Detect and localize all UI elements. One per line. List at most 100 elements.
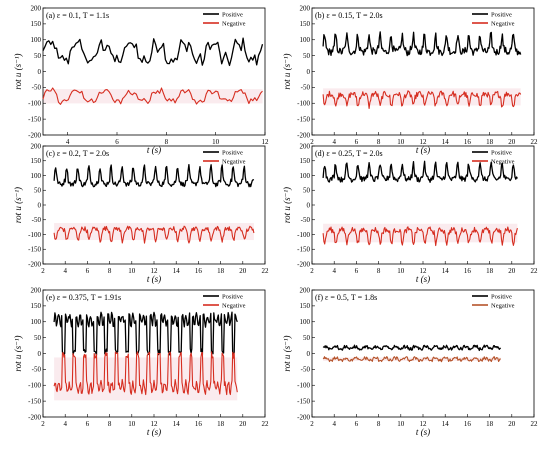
- x-tick-label: 18: [486, 420, 494, 428]
- x-tick-label: 14: [442, 267, 450, 275]
- legend-label: Positive: [491, 149, 512, 156]
- y-tick-label: -50: [32, 366, 42, 374]
- series-line-negative: [53, 225, 255, 244]
- y-tick-label: 200: [300, 4, 311, 12]
- x-tick-label: 6: [86, 267, 90, 275]
- x-tick-label: 10: [397, 138, 405, 146]
- x-axis-label: t (s): [147, 427, 161, 437]
- x-tick-label: 4: [63, 267, 67, 275]
- y-tick-label: -100: [28, 382, 41, 390]
- y-tick-label: 150: [31, 157, 42, 165]
- y-tick-label: -150: [28, 115, 41, 123]
- panel-e: -200 -150 -100 -50 0 50 100 150 200 2 4 6 8 10 12 14 16 1…: [13, 286, 269, 437]
- y-tick-label: 150: [31, 302, 42, 310]
- y-tick-label: 0: [307, 68, 311, 76]
- x-tick-label: 16: [464, 267, 472, 275]
- x-tick-label: 20: [508, 138, 516, 146]
- x-tick-label: 14: [173, 420, 181, 428]
- panel-title: (e) ε = 0.375, T = 1.91s: [46, 293, 121, 302]
- x-tick-label: 6: [115, 138, 119, 146]
- y-tick-label: -50: [301, 84, 311, 92]
- x-tick-label: 4: [63, 420, 67, 428]
- y-axis-label: rot u (s⁻¹): [13, 187, 23, 223]
- legend-label: Positive: [491, 293, 512, 300]
- x-tick-label: 8: [108, 267, 112, 275]
- x-tick-label: 20: [508, 420, 516, 428]
- x-tick-label: 18: [486, 267, 494, 275]
- y-tick-label: 150: [300, 157, 311, 165]
- x-tick-label: 14: [173, 267, 181, 275]
- panel-title: (d) ε = 0.25, T = 2.0s: [315, 149, 383, 158]
- x-tick-label: 16: [464, 420, 472, 428]
- y-tick-label: 150: [300, 302, 311, 310]
- y-tick-label: -200: [297, 131, 310, 139]
- x-tick-label: 6: [86, 420, 90, 428]
- series-line-negative: [42, 87, 263, 105]
- x-tick-label: 16: [195, 267, 203, 275]
- negative-band: [43, 89, 263, 104]
- y-tick-label: 100: [31, 172, 42, 180]
- series-line-negative: [322, 356, 501, 363]
- y-tick-label: 200: [300, 142, 311, 150]
- x-tick-label: 6: [355, 267, 359, 275]
- y-tick-label: -200: [297, 413, 310, 421]
- x-tick-label: 16: [464, 138, 472, 146]
- x-tick-label: 2: [310, 138, 314, 146]
- y-axis-label: rot u (s⁻¹): [13, 335, 23, 371]
- x-tick-label: 10: [128, 420, 136, 428]
- x-axis-label: t (s): [416, 274, 430, 284]
- legend-label: Negative: [491, 158, 515, 165]
- series-line-positive: [322, 344, 502, 352]
- y-tick-label: 100: [300, 36, 311, 44]
- x-tick-label: 18: [217, 267, 225, 275]
- y-tick-label: -200: [28, 413, 41, 421]
- legend-label: Positive: [491, 11, 512, 18]
- x-tick-label: 4: [332, 420, 336, 428]
- legend-label: Negative: [491, 20, 515, 27]
- y-tick-label: -100: [28, 100, 41, 108]
- series-line-positive: [53, 163, 255, 188]
- y-tick-label: 0: [307, 201, 311, 209]
- x-tick-label: 12: [262, 138, 270, 146]
- legend-label: Positive: [222, 11, 243, 18]
- y-tick-label: -100: [297, 100, 310, 108]
- y-tick-label: 100: [31, 36, 42, 44]
- x-tick-label: 10: [212, 138, 220, 146]
- x-tick-label: 6: [355, 420, 359, 428]
- x-tick-label: 2: [41, 420, 45, 428]
- x-tick-label: 8: [165, 138, 169, 146]
- x-tick-label: 22: [262, 420, 270, 428]
- y-tick-label: -200: [28, 260, 41, 268]
- legend-label: Negative: [222, 158, 246, 165]
- x-axis-label: t (s): [416, 145, 430, 155]
- x-tick-label: 18: [486, 138, 494, 146]
- x-tick-label: 18: [217, 420, 225, 428]
- x-tick-label: 22: [531, 420, 539, 428]
- legend-label: Negative: [491, 302, 515, 309]
- panel-title: (c) ε = 0.2, T = 2.0s: [46, 149, 109, 158]
- x-tick-label: 10: [128, 267, 136, 275]
- x-tick-label: 10: [397, 420, 405, 428]
- series-line-positive: [322, 31, 522, 57]
- x-tick-label: 8: [377, 420, 381, 428]
- x-tick-label: 8: [377, 267, 381, 275]
- y-axis-label: rot u (s⁻¹): [13, 53, 23, 89]
- y-tick-label: -150: [28, 397, 41, 405]
- panel-f: -200 -150 -100 -50 0 50 100 150 200 2 4 6 8 10 12 14 16 1…: [282, 286, 538, 437]
- x-axis-label: t (s): [147, 145, 161, 155]
- y-tick-label: -200: [28, 131, 41, 139]
- x-tick-label: 20: [239, 267, 247, 275]
- x-tick-label: 4: [332, 138, 336, 146]
- x-tick-label: 12: [420, 420, 428, 428]
- y-tick-label: 0: [38, 201, 42, 209]
- panel-title: (f) ε = 0.5, T = 1.8s: [315, 293, 377, 302]
- y-axis-label: rot u (s⁻¹): [282, 53, 292, 89]
- x-tick-label: 20: [239, 420, 247, 428]
- y-tick-label: 200: [300, 286, 311, 294]
- series-line-positive: [53, 311, 238, 356]
- panel-c: -200 -150 -100 -50 0 50 100 150 200 2 4 6 8 10 12 14 16 1…: [13, 142, 269, 284]
- y-tick-label: 50: [303, 334, 311, 342]
- y-tick-label: 0: [307, 350, 311, 358]
- x-tick-label: 6: [355, 138, 359, 146]
